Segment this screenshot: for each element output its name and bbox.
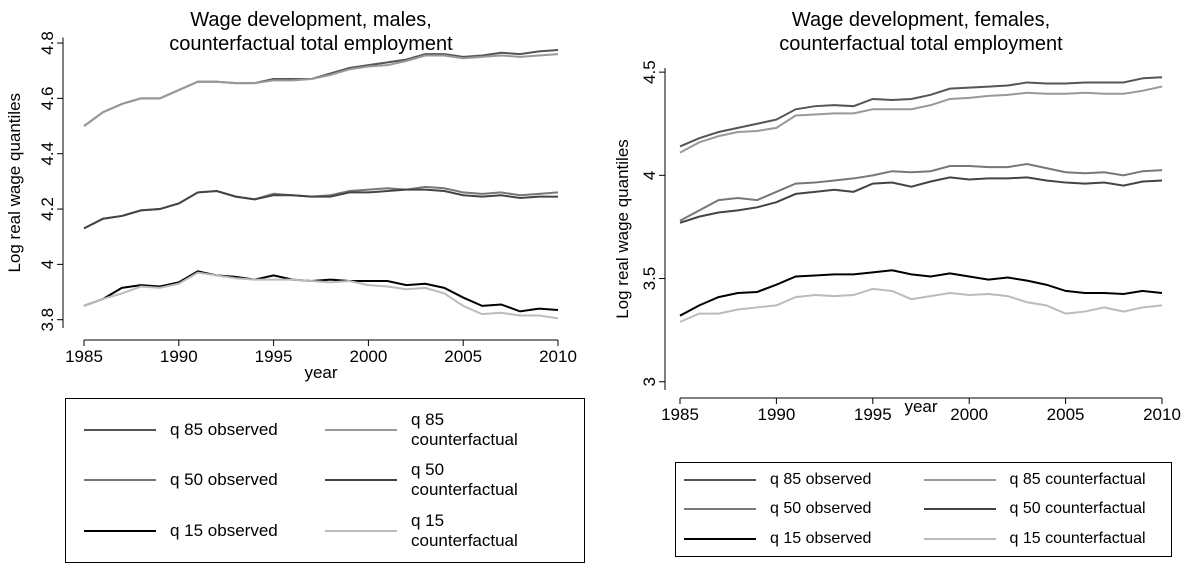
series-line	[679, 76, 1163, 148]
x-tick-label: 2010	[1143, 405, 1181, 424]
legend-item: q 50 observed	[84, 470, 325, 490]
legend-item: q 15 observed	[684, 530, 924, 548]
x-axis-label: year	[904, 397, 937, 416]
x-axis-label: year	[304, 363, 337, 382]
legend-swatch	[84, 479, 156, 482]
x-tick-label: 1985	[65, 347, 103, 366]
legend-swatch	[325, 479, 397, 482]
legend-swatch	[325, 429, 397, 432]
legend-swatch	[684, 478, 756, 481]
y-tick-label: 3.5	[640, 267, 659, 291]
x-tick-label: 1990	[160, 347, 198, 366]
legend-item: q 85 counterfactual	[923, 470, 1164, 489]
legend-swatch	[84, 529, 156, 532]
legend-label: q 15 counterfactual	[411, 510, 518, 550]
y-axis-label: Log real wage quantiles	[5, 93, 24, 273]
y-tick-label: 4	[640, 171, 659, 180]
x-tick-label: 2005	[444, 347, 482, 366]
legend-label: q 85 observed	[770, 470, 872, 488]
chart-title: Wage development, females,	[792, 9, 1050, 31]
legend-item: q 50 counterfactual	[923, 500, 1164, 518]
legend-label: q 15 counterfactual	[1009, 530, 1146, 548]
legend-item: q 85 counterfactual	[325, 410, 566, 450]
x-tick-label: 1995	[854, 405, 892, 424]
y-tick-label: 4.5	[640, 60, 659, 84]
legend-label: q 50 observed	[170, 470, 278, 490]
x-tick-label: 1985	[661, 405, 699, 424]
y-axis-label: Log real wage quantiles	[613, 139, 632, 319]
legend-swatch	[684, 508, 756, 511]
legend-swatch	[923, 478, 996, 481]
y-tick-label: 3.8	[38, 308, 57, 332]
legend-label: q 85 observed	[170, 420, 278, 440]
legend-swatch	[923, 508, 996, 511]
series-line	[83, 53, 559, 127]
legend-label: q 50 counterfactual	[1009, 500, 1146, 518]
chart-title: counterfactual total employment	[779, 33, 1063, 55]
x-tick-label: 2010	[539, 347, 577, 366]
series-line	[83, 271, 559, 320]
legend-item: q 85 observed	[84, 420, 325, 440]
legend-item: q 15 counterfactual	[325, 511, 566, 551]
legend-swatch	[923, 538, 996, 541]
legend-swatch	[684, 538, 756, 541]
y-tick-label: 4.4	[38, 142, 57, 166]
series-line	[679, 176, 1163, 224]
legend-item: q 50 counterfactual	[325, 460, 566, 500]
legend-label: q 15 observed	[770, 530, 872, 548]
series-line	[679, 287, 1163, 323]
y-tick-label: 4.6	[38, 87, 57, 111]
legend-label: q 50 counterfactual	[411, 460, 518, 500]
legend-label: q 85 counterfactual	[411, 410, 518, 450]
x-tick-label: 2005	[1047, 405, 1085, 424]
legend: q 85 observed q 85 counterfactual q 50 obs…	[675, 462, 1172, 557]
legend-item: q 50 observed	[684, 500, 924, 518]
legend-item: q 15 observed	[84, 521, 325, 541]
legend: q 85 observed q 85 counterfactual q 50 obs…	[65, 398, 585, 563]
series-line	[679, 162, 1163, 222]
chart-title: counterfactual total employment	[169, 33, 453, 55]
y-tick-label: 4.2	[38, 197, 57, 221]
chart-title: Wage development, males,	[190, 9, 432, 31]
legend-label: q 15 observed	[170, 520, 278, 540]
legend-swatch	[84, 429, 156, 432]
legend-label: q 85 counterfactual	[1009, 470, 1146, 488]
series-line	[679, 85, 1163, 154]
x-tick-label: 2000	[349, 347, 387, 366]
x-tick-label: 1995	[255, 347, 293, 366]
series-line	[679, 269, 1163, 317]
legend-swatch	[325, 529, 397, 532]
series-line	[83, 188, 558, 230]
y-tick-label: 4.8	[38, 31, 57, 55]
series-line	[83, 270, 559, 313]
x-tick-label: 2000	[950, 405, 988, 424]
legend-item: q 85 observed	[684, 471, 924, 489]
y-tick-label: 4	[38, 260, 57, 269]
legend-label: q 50 observed	[770, 500, 872, 518]
series-line	[83, 48, 559, 127]
legend-item: q 15 counterfactual	[923, 530, 1164, 548]
x-tick-label: 1990	[757, 405, 795, 424]
y-tick-label: 3	[640, 377, 659, 386]
series-line	[83, 185, 559, 230]
